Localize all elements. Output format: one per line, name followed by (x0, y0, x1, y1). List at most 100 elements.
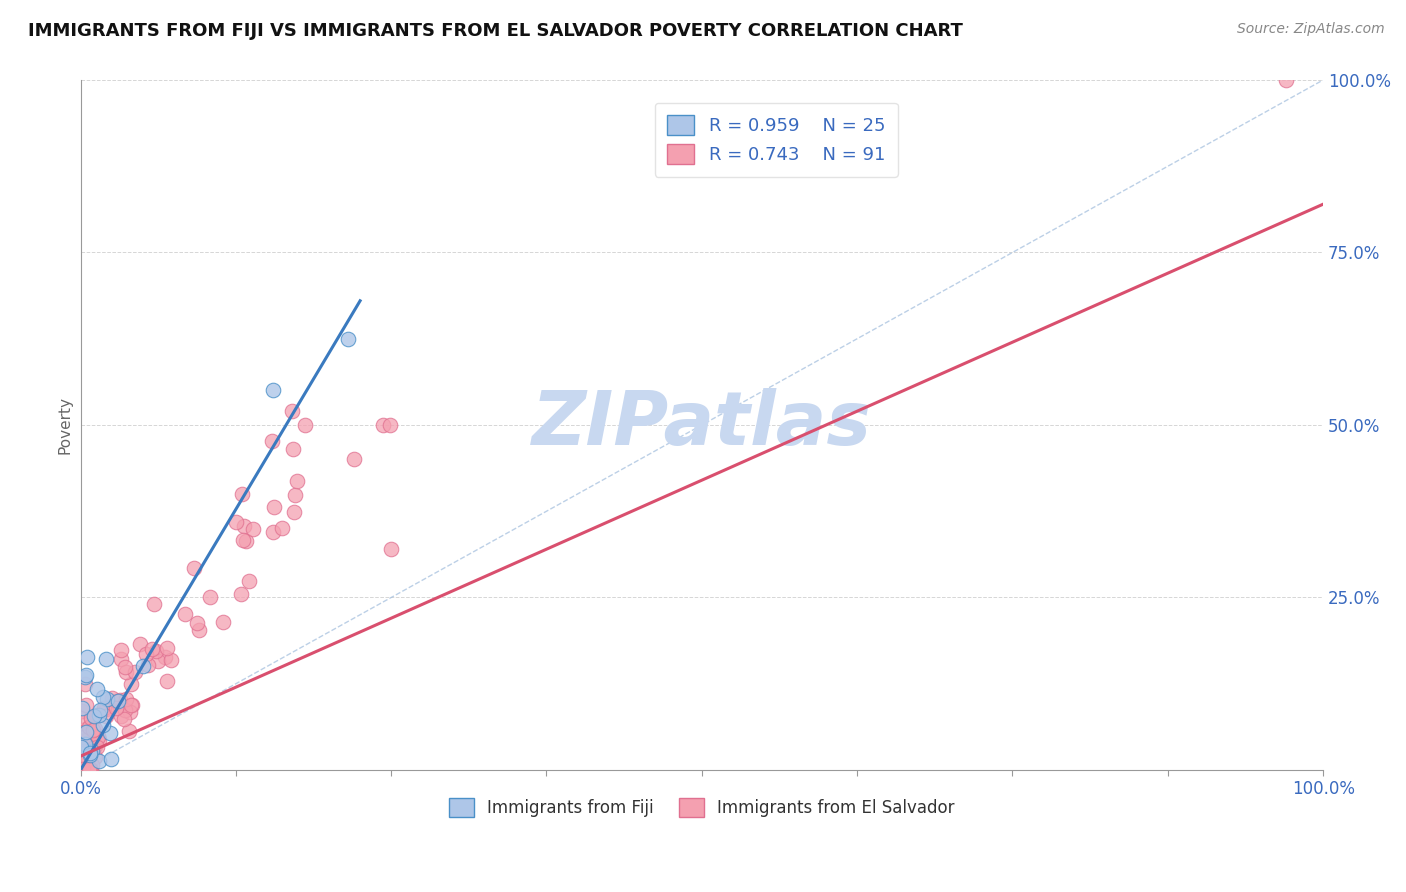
Point (75, 732, 97, 747)
Point (263, 500, 285, 515)
Point (270, 521, 292, 535)
Point (83, 711, 105, 725)
Point (79, 762, 101, 776)
Point (96, 651, 118, 665)
Point (114, 660, 136, 674)
Y-axis label: Poverty: Poverty (58, 396, 72, 454)
Point (262, 524, 284, 539)
Point (107, 694, 129, 708)
Point (142, 597, 165, 611)
Point (148, 653, 170, 667)
Point (108, 692, 131, 706)
Point (100, 752, 122, 766)
Point (82, 723, 104, 738)
Point (110, 709, 132, 723)
Point (115, 665, 138, 679)
Point (120, 698, 142, 712)
Point (75, 698, 97, 712)
Point (70, 755, 93, 769)
Point (70, 723, 93, 737)
Point (231, 586, 253, 600)
Point (79, 719, 101, 733)
Point (283, 505, 305, 519)
Point (156, 674, 179, 689)
Point (72, 701, 94, 715)
Point (112, 712, 135, 726)
Point (232, 533, 254, 547)
Point (84, 750, 107, 764)
Point (343, 452, 366, 467)
Point (336, 332, 359, 346)
Point (79, 762, 101, 776)
Point (118, 705, 141, 719)
Point (70, 740, 93, 755)
Point (82, 744, 104, 758)
Point (101, 690, 124, 705)
Point (83, 709, 105, 723)
Point (1275, 73, 1298, 87)
Point (104, 694, 127, 708)
Point (121, 698, 143, 713)
Point (89, 703, 111, 717)
Point (110, 643, 132, 657)
Point (136, 658, 159, 673)
Point (124, 665, 146, 680)
Point (87, 733, 110, 747)
Point (262, 384, 284, 398)
Point (118, 723, 141, 738)
Point (79, 746, 101, 760)
Point (77, 762, 100, 776)
Point (160, 653, 183, 667)
Legend: Immigrants from Fiji, Immigrants from El Salvador: Immigrants from Fiji, Immigrants from El… (443, 792, 962, 824)
Point (380, 542, 402, 557)
Point (373, 417, 395, 432)
Point (70, 711, 93, 725)
Point (72, 762, 94, 776)
Point (235, 533, 257, 548)
Point (283, 442, 305, 456)
Point (87, 730, 110, 744)
Point (94, 702, 117, 716)
Point (86, 739, 108, 754)
Point (238, 574, 260, 588)
Point (285, 474, 308, 488)
Point (141, 641, 163, 656)
Point (114, 703, 136, 717)
Point (120, 677, 142, 691)
Point (86, 708, 108, 723)
Point (70, 704, 93, 718)
Point (232, 519, 254, 533)
Point (93, 701, 115, 715)
Text: Source: ZipAtlas.com: Source: ZipAtlas.com (1237, 22, 1385, 37)
Point (212, 615, 235, 630)
Point (87, 707, 110, 722)
Point (73, 730, 96, 744)
Point (89, 754, 111, 768)
Point (79, 762, 101, 776)
Text: ZIPatlas: ZIPatlas (531, 389, 872, 461)
Point (104, 700, 127, 714)
Point (75, 724, 97, 739)
Point (294, 417, 316, 432)
Point (96, 692, 118, 706)
Point (378, 417, 401, 432)
Point (129, 637, 152, 651)
Point (77, 731, 100, 745)
Point (145, 644, 167, 658)
Point (231, 487, 253, 501)
Point (188, 623, 211, 637)
Point (135, 647, 157, 661)
Point (77, 720, 100, 734)
Point (281, 404, 304, 418)
Point (87, 729, 110, 743)
Point (73, 676, 96, 690)
Point (84, 739, 107, 753)
Point (91, 690, 114, 705)
Point (76, 649, 98, 664)
Point (156, 641, 179, 656)
Text: IMMIGRANTS FROM FIJI VS IMMIGRANTS FROM EL SALVADOR POVERTY CORRELATION CHART: IMMIGRANTS FROM FIJI VS IMMIGRANTS FROM … (28, 22, 963, 40)
Point (75, 737, 97, 751)
Point (79, 748, 101, 763)
Point (115, 691, 138, 706)
Point (75, 667, 97, 681)
